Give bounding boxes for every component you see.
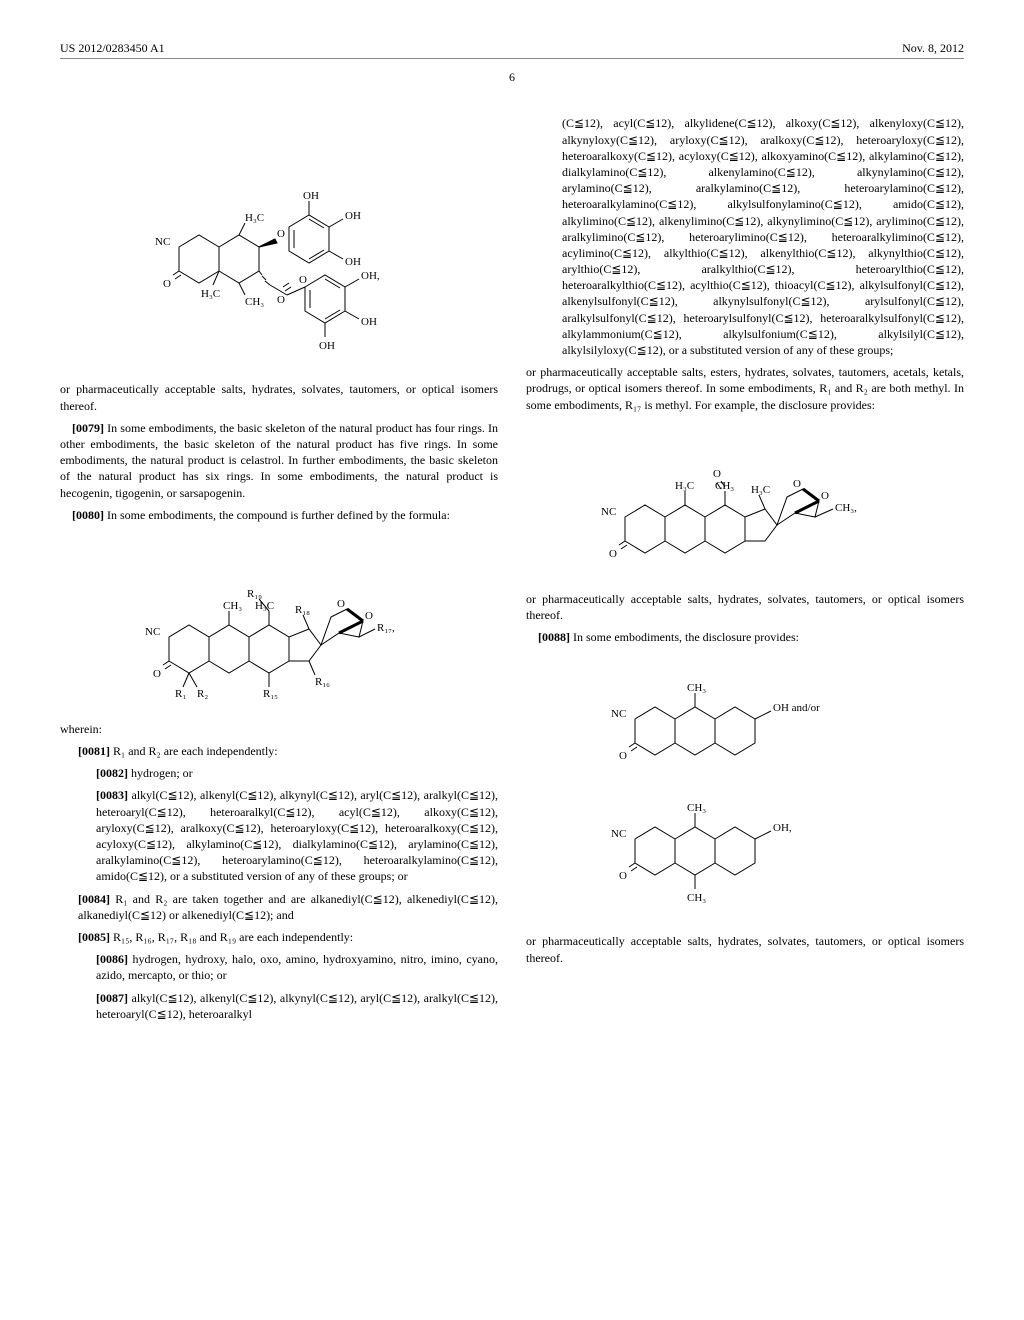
para-num-0088: [0088]	[538, 630, 570, 644]
para-num-0085: [0085]	[78, 930, 110, 944]
para-text-0079: In some embodiments, the basic skeleton …	[60, 421, 498, 500]
publication-date: Nov. 8, 2012	[902, 40, 964, 56]
paragraph-0087: [0087] alkyl(C≦12), alkenyl(C≦12), alkyn…	[96, 990, 498, 1022]
para-text-0083: alkyl(C≦12), alkenyl(C≦12), alkynyl(C≦12…	[96, 788, 498, 883]
svg-text:O: O	[365, 610, 373, 622]
para-text-0084: R₁ and R₂ are taken together and are alk…	[78, 892, 498, 922]
svg-text:R₁₅: R₁₅	[263, 688, 278, 700]
paragraph-0080: [0080] In some embodiments, the compound…	[60, 507, 498, 523]
svg-text:CH₃: CH₃	[223, 600, 242, 612]
paragraph-0086: [0086] hydrogen, hydroxy, halo, oxo, ami…	[96, 951, 498, 983]
two-column-layout: NC O H₃C H₃C CH₃ O OH OH OH O O OH, OH O…	[60, 113, 964, 1028]
svg-text:O: O	[277, 228, 285, 240]
paragraph-0087-cont: (C≦12), acyl(C≦12), alkylidene(C≦12), al…	[562, 115, 964, 358]
svg-text:OH,: OH,	[773, 822, 792, 834]
para-text-0087: alkyl(C≦12), alkenyl(C≦12), alkynyl(C≦12…	[96, 991, 498, 1021]
chemical-structure-1: NC O H₃C H₃C CH₃ O OH OH OH O O OH, OH O…	[60, 127, 498, 367]
svg-text:R₁₆: R₁₆	[315, 676, 330, 688]
svg-text:O: O	[619, 870, 627, 882]
svg-text:O: O	[277, 294, 285, 306]
paragraph-0084: [0084] R₁ and R₂ are taken together and …	[78, 891, 498, 923]
svg-text:O: O	[713, 468, 721, 480]
svg-text:OH,: OH,	[361, 270, 380, 282]
para-num-0084: [0084]	[78, 892, 110, 906]
para-num-0079: [0079]	[72, 421, 104, 435]
para-text-0086: hydrogen, hydroxy, halo, oxo, amino, hyd…	[96, 952, 498, 982]
paragraph-0082: [0082] hydrogen; or	[96, 765, 498, 781]
svg-text:O: O	[619, 750, 627, 762]
para-num-0087: [0087]	[96, 991, 128, 1005]
paragraph-0088: [0088] In some embodiments, the disclosu…	[526, 629, 964, 645]
svg-text:H₃C: H₃C	[751, 484, 770, 496]
svg-text:CH₃: CH₃	[687, 892, 706, 904]
svg-text:O: O	[821, 490, 829, 502]
svg-text:OH: OH	[303, 190, 319, 202]
right-column: (C≦12), acyl(C≦12), alkylidene(C≦12), al…	[526, 113, 964, 1028]
svg-text:NC: NC	[155, 236, 170, 248]
svg-text:R₁: R₁	[175, 688, 186, 700]
paragraph-salts-3: or pharmaceutically acceptable salts, hy…	[526, 933, 964, 965]
svg-text:R₁₈: R₁₈	[295, 604, 310, 616]
svg-text:NC: NC	[145, 626, 160, 638]
svg-text:H₃C: H₃C	[201, 288, 220, 300]
page-header: US 2012/0283450 A1 Nov. 8, 2012	[60, 40, 964, 59]
svg-text:CH₃: CH₃	[245, 296, 264, 308]
svg-text:CH₃,: CH₃,	[835, 502, 857, 514]
svg-text:NC: NC	[611, 708, 626, 720]
svg-text:OH: OH	[361, 316, 377, 328]
svg-text:NC: NC	[611, 828, 626, 840]
svg-text:OH: OH	[345, 256, 361, 268]
chemical-structure-4-5: NC O CH₃ OH and/or NC O CH₃ CH₃ OH,	[526, 659, 964, 919]
para-text-0082: hydrogen; or	[131, 766, 193, 780]
svg-text:O: O	[609, 548, 617, 560]
svg-text:R₁₉: R₁₉	[247, 588, 262, 600]
svg-text:OH: OH	[345, 210, 361, 222]
svg-text:O: O	[163, 278, 171, 290]
para-text-0088: In some embodiments, the disclosure prov…	[573, 630, 799, 644]
paragraph-0081: [0081] R₁ and R₂ are each independently:	[78, 743, 498, 759]
paragraph-0083: [0083] alkyl(C≦12), alkenyl(C≦12), alkyn…	[96, 787, 498, 884]
left-column: NC O H₃C H₃C CH₃ O OH OH OH O O OH, OH O…	[60, 113, 498, 1028]
svg-text:O: O	[793, 478, 801, 490]
para-text-0081: R₁ and R₂ are each independently:	[113, 744, 278, 758]
svg-text:CH₃: CH₃	[715, 480, 734, 492]
svg-text:O: O	[337, 598, 345, 610]
svg-text:O: O	[299, 274, 307, 286]
svg-text:OH and/or: OH and/or	[773, 702, 820, 714]
svg-text:H₃C: H₃C	[675, 480, 694, 492]
para-num-0081: [0081]	[78, 744, 110, 758]
chemical-structure-2: NC O CH₃ H₃C R₁₉ R₁₈ O O R₁₇, R₁₆ R₁₅ R₁…	[60, 537, 498, 707]
wherein-label: wherein:	[60, 721, 498, 737]
svg-text:O: O	[153, 668, 161, 680]
svg-text:R₁₇,: R₁₇,	[377, 622, 395, 634]
svg-text:OH: OH	[319, 340, 335, 352]
para-num-0086: [0086]	[96, 952, 128, 966]
paragraph-0079: [0079] In some embodiments, the basic sk…	[60, 420, 498, 501]
para-text-0080: In some embodiments, the compound is fur…	[107, 508, 450, 522]
chemical-structure-3: NC O H₃C CH₃ O H₃C O O CH₃,	[526, 427, 964, 577]
svg-text:CH₃: CH₃	[687, 682, 706, 694]
para-num-0083: [0083]	[96, 788, 128, 802]
page-number: 6	[60, 69, 964, 85]
svg-text:CH₃: CH₃	[687, 802, 706, 814]
para-num-0082: [0082]	[96, 766, 128, 780]
svg-text:NC: NC	[601, 506, 616, 518]
svg-text:H₃C: H₃C	[245, 212, 264, 224]
svg-text:R₂: R₂	[197, 688, 208, 700]
paragraph-salts-1: or pharmaceutically acceptable salts, hy…	[60, 381, 498, 413]
para-num-0080: [0080]	[72, 508, 104, 522]
publication-number: US 2012/0283450 A1	[60, 40, 165, 56]
paragraph-0085: [0085] R₁₅, R₁₆, R₁₇, R₁₈ and R₁₉ are ea…	[78, 929, 498, 945]
para-text-0085: R₁₅, R₁₆, R₁₇, R₁₈ and R₁₉ are each inde…	[113, 930, 353, 944]
svg-text:H₃C: H₃C	[255, 600, 274, 612]
paragraph-post-formula: or pharmaceutically acceptable salts, es…	[526, 364, 964, 413]
paragraph-salts-2: or pharmaceutically acceptable salts, hy…	[526, 591, 964, 623]
